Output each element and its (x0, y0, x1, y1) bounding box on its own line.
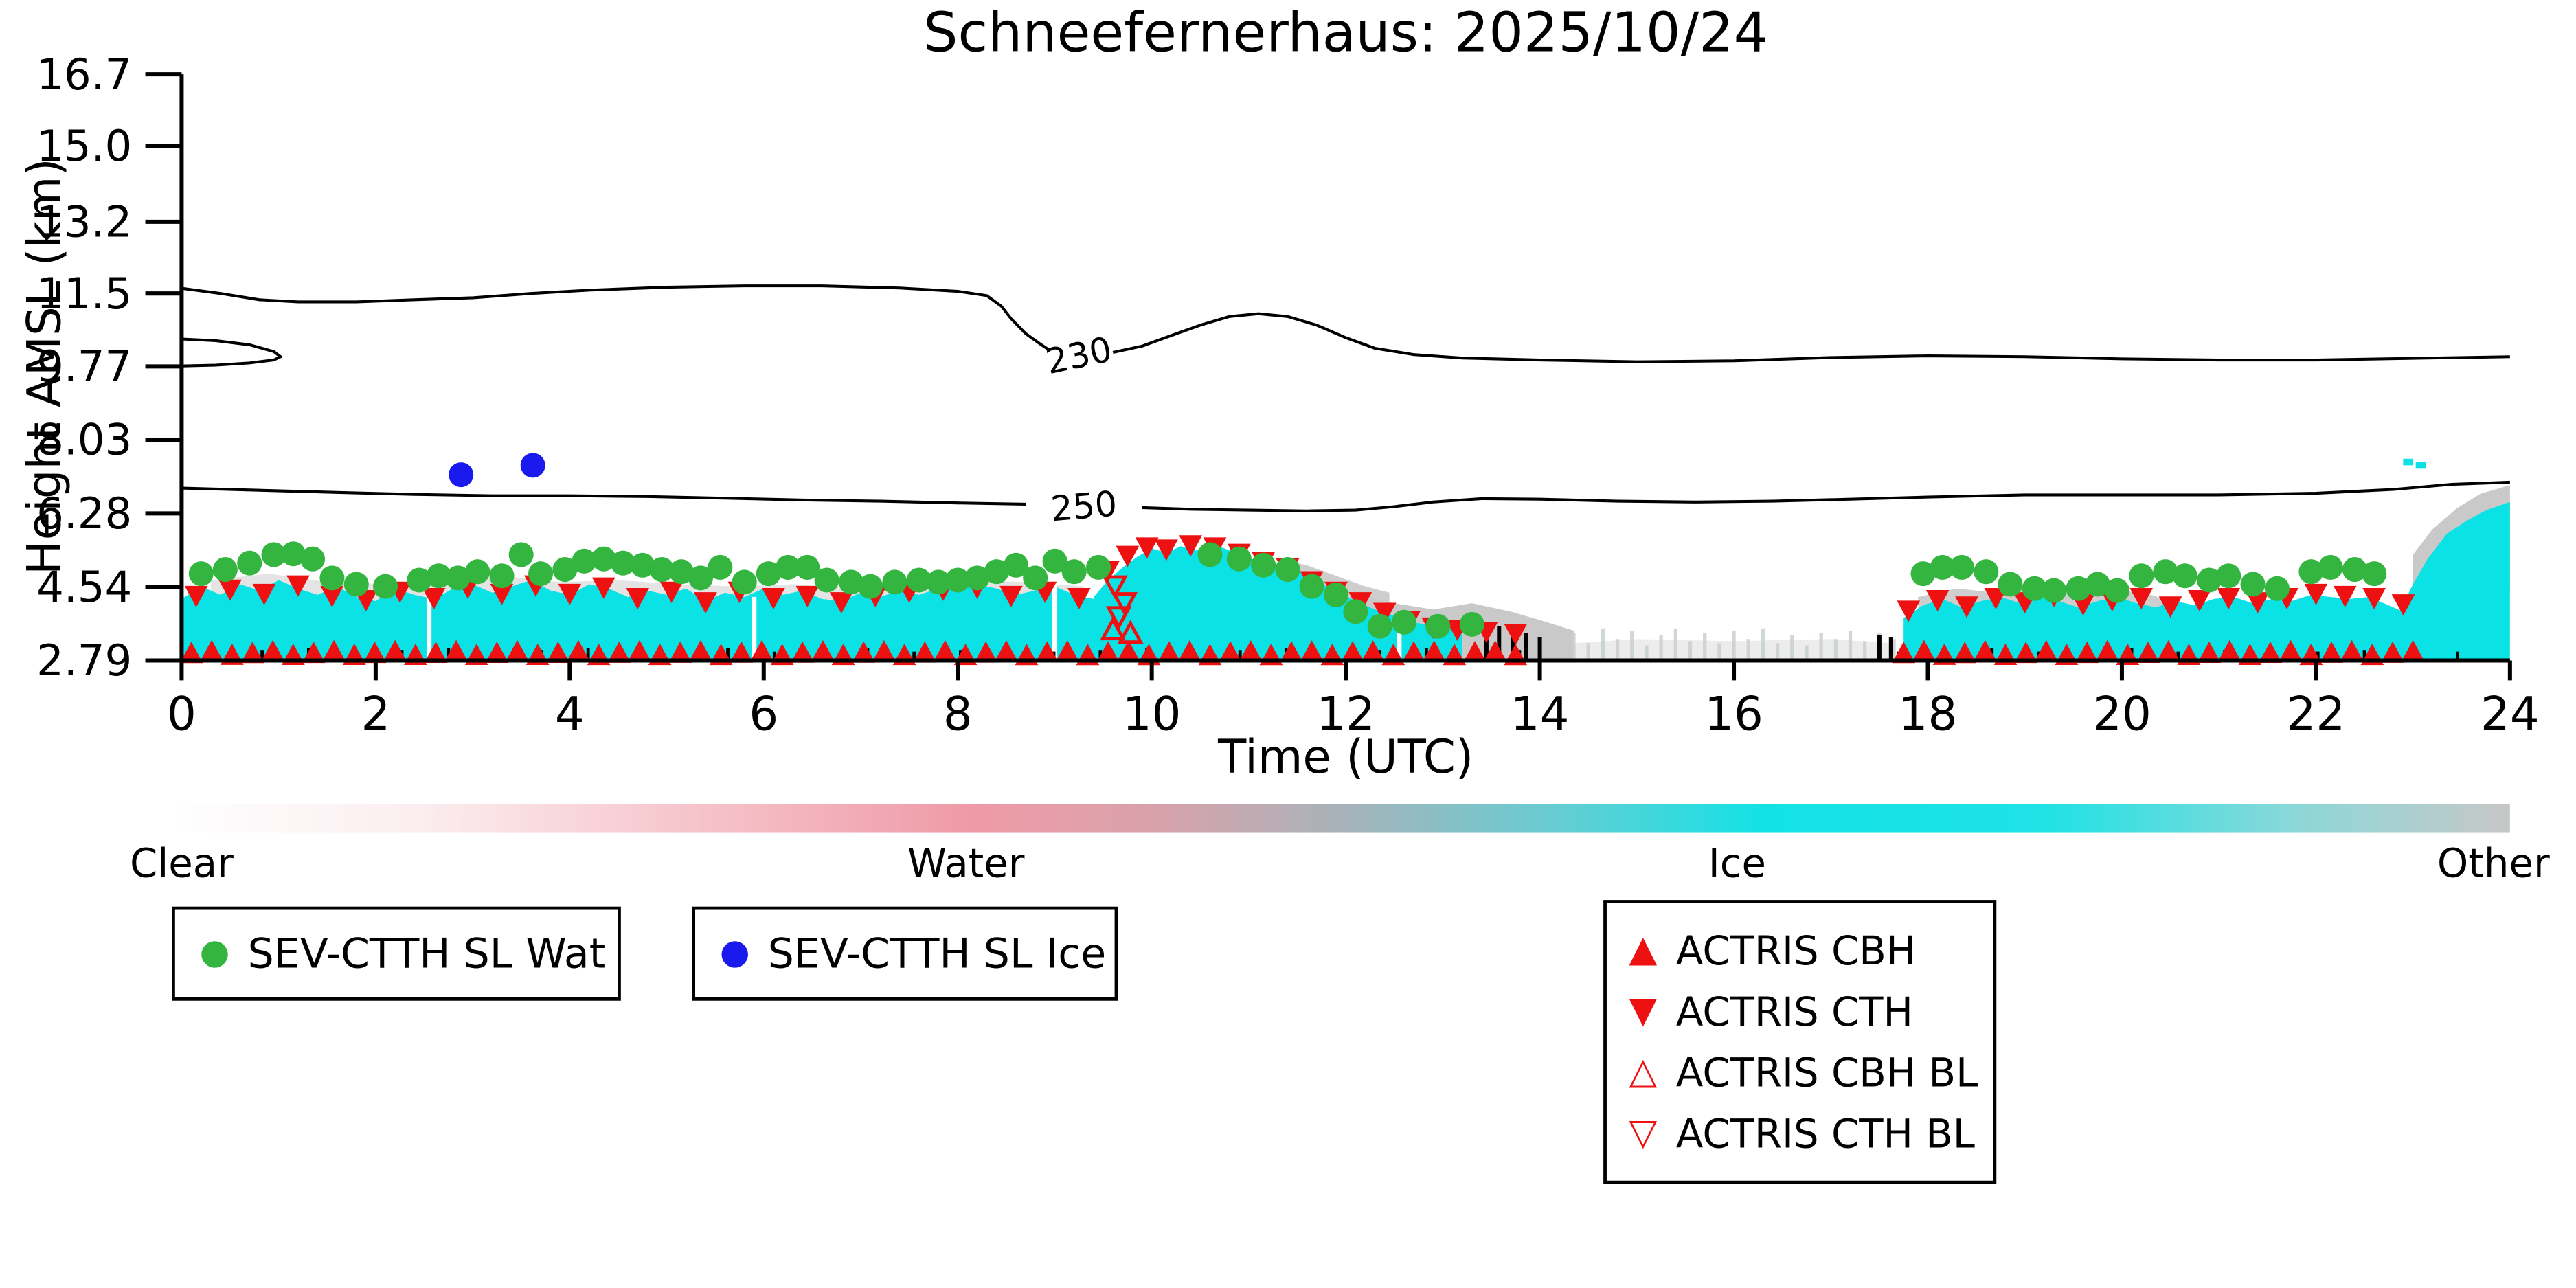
legend-label: SEV-CTTH SL Ice (767, 929, 1107, 978)
legend-box-sev-ice: SEV-CTTH SL Ice (692, 906, 1118, 1001)
blue-dot-icon (719, 940, 752, 967)
y-tick-label: 16.7 (36, 49, 132, 100)
classification-colorbar (181, 804, 2510, 833)
x-tick-label: 6 (749, 688, 778, 741)
legend-item: SEV-CTTH SL Ice (719, 929, 1106, 978)
plot-canvas: 23025016.715.013.211.59.778.036.284.542.… (36, 49, 2540, 741)
legend-label: ACTRIS CBH (1675, 927, 1917, 974)
legend-label: ACTRIS CTH BL (1675, 1110, 1975, 1157)
triangle-up-filled-icon: ▲ (1629, 929, 1658, 971)
y-tick-label: 6.28 (36, 488, 132, 539)
x-tick-label: 16 (1704, 688, 1763, 741)
x-axis-label: Time (UTC) (1218, 730, 1474, 784)
y-tick-label: 4.54 (36, 562, 132, 612)
axes-layer: 16.715.013.211.59.778.036.284.542.790 2 4 6… (36, 49, 2540, 741)
x-tick-label: 0 (167, 688, 196, 741)
chart-title: Schneefernerhaus: 2025/10/24 (923, 0, 1769, 65)
x-tick-label: 18 (1899, 688, 1958, 741)
legend-item: SEV-CTTH SL Wat (198, 929, 605, 978)
colorbar-label-water: Water (907, 840, 1025, 887)
contour-label-230: 230 (1042, 329, 1116, 383)
y-axis-label: Height AMSL (km) (17, 158, 72, 576)
legend-label: ACTRIS CBH BL (1675, 1049, 1978, 1096)
legend-label: ACTRIS CTH (1675, 988, 1913, 1035)
legend-box-actris: ▲ ACTRIS CBH ▼ ACTRIS CTH △ ACTRIS CBH B… (1603, 900, 1997, 1184)
legend-box-sev-wat: SEV-CTTH SL Wat (172, 906, 621, 1001)
green-dot-icon (198, 940, 231, 967)
x-tick-label: 14 (1511, 688, 1570, 741)
x-tick-label: 10 (1122, 688, 1182, 741)
y-tick-label: 2.79 (36, 635, 132, 686)
x-tick-label: 12 (1316, 688, 1375, 741)
x-tick-label: 24 (2481, 688, 2540, 741)
triangle-down-filled-icon: ▼ (1629, 990, 1658, 1032)
y-tick-label: 11.5 (36, 269, 132, 319)
legend-item: △ ACTRIS CBH BL (1627, 1050, 1978, 1096)
y-tick-label: 13.2 (36, 197, 132, 247)
legend-label: SEV-CTTH SL Wat (247, 929, 606, 978)
contour-layer: 230 250 (181, 284, 2510, 529)
legend-item: ▲ ACTRIS CBH (1627, 927, 1974, 973)
y-tick-label: 8.03 (36, 415, 132, 465)
colorbar-label-clear: Clear (129, 840, 234, 887)
cloud-mask-layer (181, 458, 2510, 661)
legend-item: ▼ ACTRIS CTH (1627, 988, 1974, 1035)
colorbar-label-other: Other (2437, 840, 2550, 887)
x-tick-label: 20 (2092, 688, 2151, 741)
triangle-up-open-icon: △ (1629, 1051, 1658, 1093)
x-tick-label: 2 (361, 688, 390, 741)
y-tick-label: 9.77 (36, 341, 132, 392)
contour-label-250: 250 (1049, 483, 1118, 529)
x-tick-label: 8 (943, 688, 973, 741)
y-tick-label: 15.0 (36, 121, 132, 171)
legend-item: ▽ ACTRIS CTH BL (1627, 1111, 1974, 1157)
colorbar-label-ice: Ice (1708, 840, 1766, 887)
x-tick-label: 4 (555, 688, 585, 741)
triangle-down-open-icon: ▽ (1629, 1111, 1658, 1154)
x-tick-label: 22 (2287, 688, 2346, 741)
